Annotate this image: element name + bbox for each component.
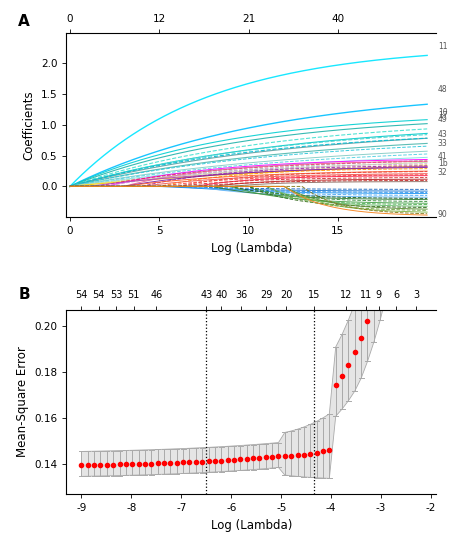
X-axis label: Log (Lambda): Log (Lambda) [210, 242, 292, 255]
Y-axis label: Mean-Square Error: Mean-Square Error [16, 346, 28, 457]
Text: 43: 43 [438, 130, 447, 138]
Text: 49: 49 [438, 116, 447, 124]
Text: 33: 33 [438, 140, 447, 148]
Text: A: A [18, 14, 30, 29]
Text: 48: 48 [438, 85, 447, 94]
Text: 11: 11 [438, 42, 447, 50]
Text: 41: 41 [438, 152, 447, 161]
Text: 10: 10 [438, 108, 447, 117]
Text: B: B [18, 287, 30, 302]
Text: 32: 32 [438, 168, 447, 178]
Text: 17: 17 [438, 111, 447, 120]
Y-axis label: Coefficients: Coefficients [22, 90, 35, 160]
Text: 1b: 1b [438, 159, 447, 168]
X-axis label: Log (Lambda): Log (Lambda) [210, 519, 292, 532]
Text: 90: 90 [438, 210, 447, 219]
